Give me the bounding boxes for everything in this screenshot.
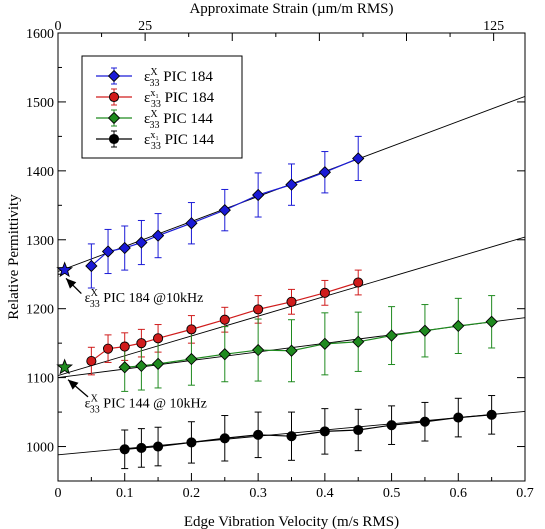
data-point <box>218 348 231 361</box>
legend-entry-3: εx₁ 33 PIC 144 <box>96 130 215 152</box>
x-tick-label: 0.5 <box>383 486 401 501</box>
x-tick-label: 0.7 <box>516 486 534 501</box>
data-point <box>453 412 464 423</box>
data-point <box>386 420 397 431</box>
y-tick-label: 1500 <box>26 96 54 111</box>
data-point <box>135 236 148 249</box>
annotations: εX 33 PIC 184 @10kHz εX 33 PIC 144 @ 10kHz <box>65 277 207 415</box>
x-tick-label: 0.3 <box>249 486 267 501</box>
data-point <box>285 344 298 357</box>
data-point <box>353 424 364 436</box>
legend-entry-1: εx₁ 33 PIC 184 <box>96 88 215 110</box>
reference-star-1 <box>56 358 73 375</box>
legend-label: εx₁ 33 PIC 184 <box>144 88 215 110</box>
data-point <box>253 429 264 440</box>
series-line-2 <box>124 321 492 368</box>
x-tick-label: 0.6 <box>450 486 468 501</box>
data-point <box>185 352 198 366</box>
data-point <box>253 304 264 315</box>
data-point <box>319 426 330 437</box>
data-point <box>319 287 330 298</box>
annotation-label: εX 33 PIC 184 @10kHz <box>85 288 204 310</box>
data-point <box>102 343 114 354</box>
data-point <box>219 433 230 444</box>
data-point <box>352 152 365 165</box>
top-x-tick-label: 25 <box>138 19 152 34</box>
legend-marker <box>107 69 121 83</box>
legend-label: εX 33 PIC 144 <box>144 109 213 131</box>
data-point <box>252 343 265 357</box>
top-axis-title: Approximate Strain (µm/m RMS) <box>189 1 393 17</box>
reference-star-0 <box>56 261 73 278</box>
data-point <box>286 431 297 442</box>
top-x-tick-label: 125 <box>483 19 504 34</box>
y-tick-label: 1400 <box>26 165 54 180</box>
data-point <box>485 315 498 328</box>
data-point <box>136 338 147 349</box>
data-point <box>285 178 298 191</box>
data-point <box>252 188 265 202</box>
data-point <box>119 341 130 352</box>
data-point <box>153 333 164 344</box>
data-point <box>151 229 165 242</box>
data-point <box>452 319 465 333</box>
top-x-tick-label: 0 <box>55 19 62 34</box>
data-point <box>186 437 197 448</box>
data-point <box>136 442 147 453</box>
data-point <box>353 277 364 288</box>
data-point <box>352 335 365 348</box>
annotation-arrow-head <box>68 379 79 390</box>
data-point <box>218 203 231 217</box>
legend-entry-0: εX 33 PIC 184 <box>96 67 213 89</box>
data-point <box>118 361 131 374</box>
y-tick-label: 1200 <box>26 303 54 318</box>
data-point <box>186 324 197 335</box>
annotation-label: εX 33 PIC 144 @ 10kHz <box>85 393 207 415</box>
x-tick-label: 0 <box>55 486 62 501</box>
data-point <box>418 324 432 337</box>
x-tick-label: 0.1 <box>116 486 134 501</box>
y-tick-label: 1000 <box>26 441 54 456</box>
legend-label: εx₁ 33 PIC 144 <box>144 130 215 152</box>
series-line-3 <box>124 414 492 450</box>
legend-label: εX 33 PIC 184 <box>144 67 213 89</box>
data-point <box>118 241 131 255</box>
y-tick-label: 1600 <box>26 27 54 42</box>
y-tick-label: 1300 <box>26 234 54 249</box>
data-point <box>318 166 331 179</box>
data-point <box>86 356 97 367</box>
data-point <box>486 409 497 420</box>
data-point <box>219 314 230 325</box>
data-point <box>151 357 165 370</box>
data-markers <box>85 152 498 455</box>
data-point <box>185 217 198 230</box>
y-tick-label: 1100 <box>27 372 54 387</box>
x-tick-label: 0.4 <box>316 486 334 501</box>
data-point <box>85 259 98 273</box>
reference-stars <box>56 261 73 375</box>
y-axis-title: Relative Permittivity <box>6 194 22 320</box>
legend-marker <box>107 111 121 125</box>
legend-marker <box>108 91 120 103</box>
data-point <box>119 444 130 455</box>
axes: 0 0.1 0.2 0.3 0.4 0.5 0.6 0.7 1000 1100 1200 1300 14… <box>6 1 534 529</box>
data-point <box>153 441 164 452</box>
legend-marker <box>108 133 120 145</box>
data-point <box>385 329 398 342</box>
x-tick-label: 0.2 <box>183 486 201 501</box>
data-point <box>101 245 115 258</box>
data-point <box>286 296 297 307</box>
data-point <box>318 337 331 350</box>
x-axis-title: Edge Vibration Velocity (m/s RMS) <box>184 514 399 529</box>
data-point <box>419 416 430 427</box>
data-point <box>135 359 148 373</box>
annotation-arrow-head <box>66 278 77 289</box>
legend-box <box>81 55 243 159</box>
legend-entry-2: εX 33 PIC 144 <box>96 109 213 131</box>
